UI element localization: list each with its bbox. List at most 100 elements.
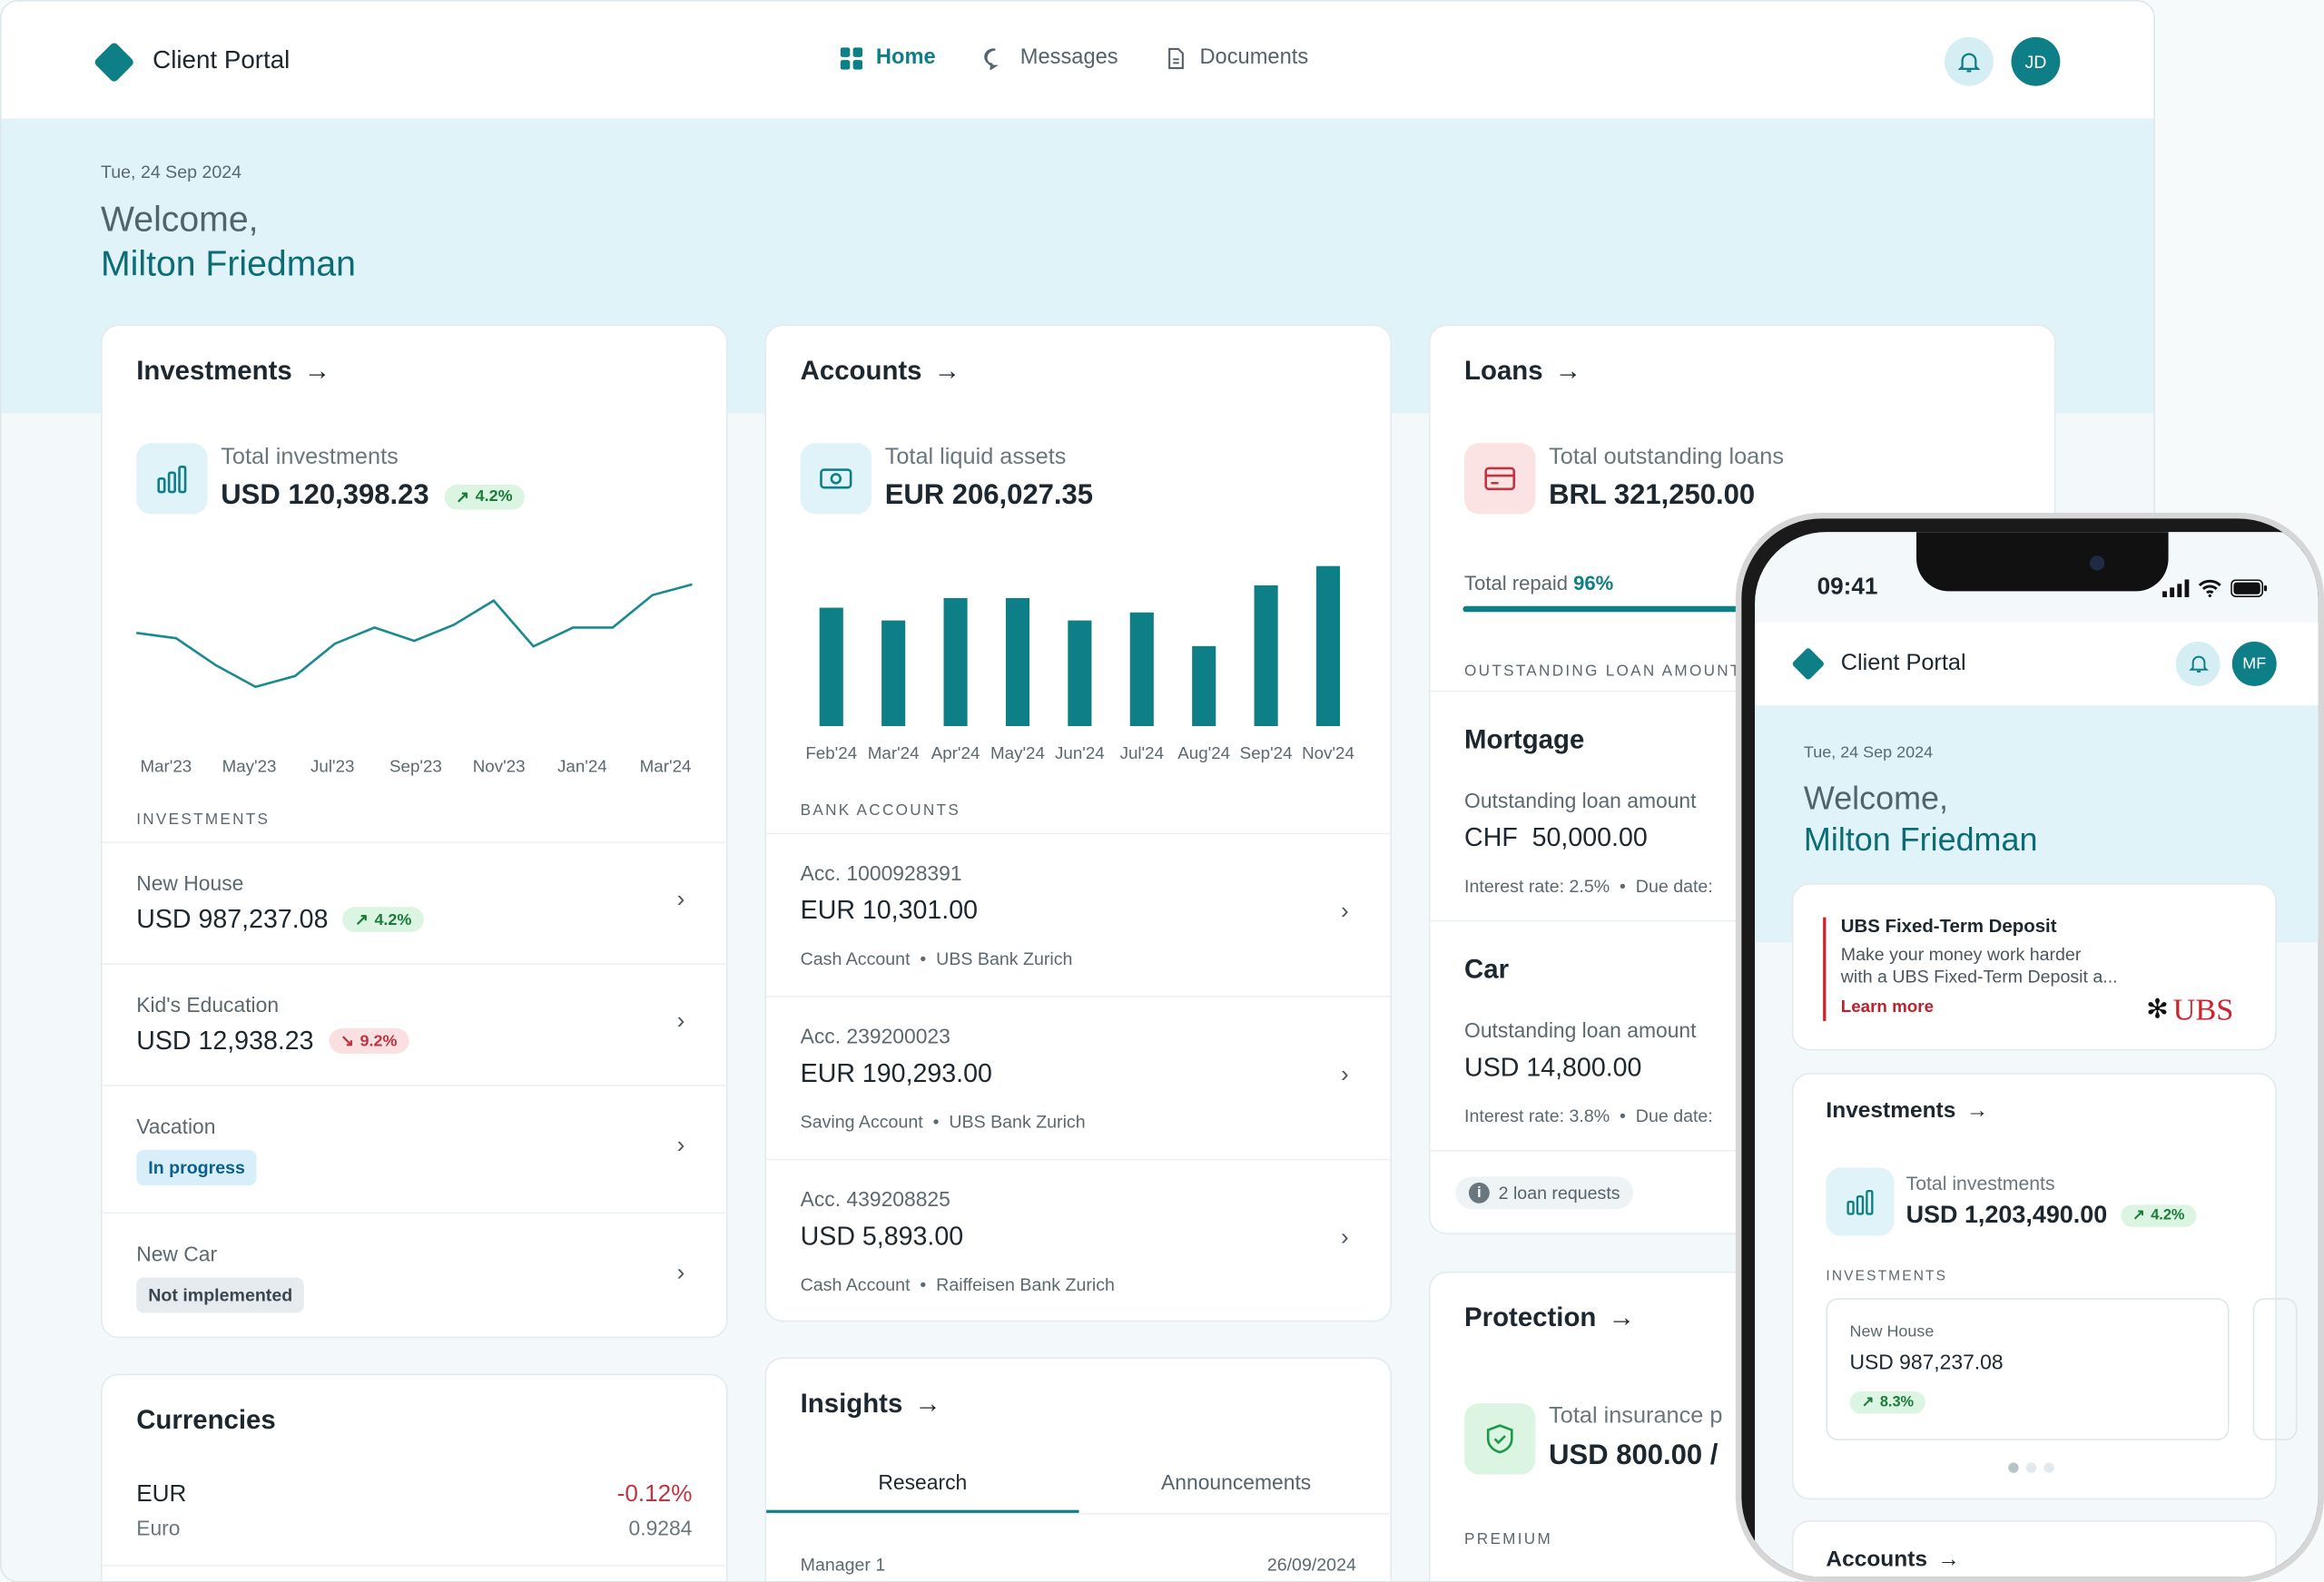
bar (819, 607, 843, 726)
loans-section-label: OUTSTANDING LOAN AMOUNT (1464, 662, 1742, 681)
list-item[interactable]: Acc. 239200023 EUR 190,293.00 Saving Acc… (766, 996, 1391, 1159)
loans-title: Loans (1464, 355, 1543, 386)
insights-title-link[interactable]: Insights → (801, 1389, 941, 1420)
accounts-title: Accounts (800, 355, 922, 386)
brand-title: Client Portal (153, 45, 290, 74)
dot-separator: • (922, 1111, 950, 1133)
carousel-dot-active[interactable] (2008, 1462, 2019, 1473)
accounts-kpi-value: EUR 206,027.35 (884, 479, 1094, 512)
x-tick-label: May'24 (990, 743, 1045, 762)
chevron-right-icon: › (676, 1261, 685, 1287)
loan-item[interactable]: Car Outstanding loan amount USD 14,800.0… (1430, 919, 2054, 1150)
loan-requests-chip[interactable]: i 2 loan requests (1455, 1176, 1634, 1210)
bell-icon (2188, 655, 2208, 673)
loans-kpi-label: Total outstanding loans (1549, 444, 1784, 470)
current-date: Tue, 24 Sep 2024 (101, 161, 242, 182)
x-tick-label: Aug'24 (1177, 743, 1230, 762)
top-navigation-bar: Client Portal Home Messages Documents JD (1, 1, 2154, 121)
promo-line-1: Make your money work harder (1840, 943, 2082, 965)
logo-icon[interactable] (93, 41, 135, 84)
promo-card[interactable]: UBS Fixed-Term Deposit Make your money w… (1791, 883, 2277, 1051)
loan-due: Due date: (1635, 875, 1713, 897)
tab-research[interactable]: Research (878, 1469, 968, 1494)
account-number: Acc. 439208825 (800, 1186, 950, 1211)
currency-row[interactable]: EUR Euro -0.12% 0.9284 (103, 1473, 726, 1565)
accounts-title-link[interactable]: Accounts → (801, 356, 960, 387)
phone-notch (1916, 532, 2169, 592)
phone-screen: 09:41 Client Portal MF Tue, 24 Sep 2024 … (1755, 532, 2319, 1577)
nav-messages[interactable]: Messages (984, 45, 1118, 70)
bar (1254, 585, 1278, 726)
avatar[interactable]: MF (2231, 641, 2277, 686)
mobile-kpi-value: USD 1,203,490.00 ↗ 4.2% (1906, 1202, 2197, 1230)
promo-learn-more[interactable]: Learn more (1840, 998, 1935, 1017)
carousel-dot[interactable] (2025, 1462, 2037, 1473)
arrow-right-icon: → (914, 1388, 941, 1419)
item-label: New House (136, 870, 244, 896)
list-item[interactable]: New Car Not implemented › (102, 1212, 726, 1337)
credit-card-icon (1484, 467, 1516, 491)
account-meta: Cash Account • Raiffeisen Bank Zurich (801, 1274, 1115, 1295)
trend-down-icon: ↘ (340, 1032, 355, 1051)
nav-documents[interactable]: Documents (1167, 46, 1308, 70)
item-value: USD 12,938.23 ↘ 9.2% (136, 1026, 409, 1056)
account-balance: USD 5,893.00 (800, 1221, 964, 1251)
notifications-button[interactable] (2175, 641, 2221, 686)
tab-underline (766, 1509, 1079, 1513)
account-bank: UBS Bank Zurich (949, 1111, 1086, 1133)
currency-change: -0.12% (616, 1481, 693, 1508)
promo-accent-bar (1823, 917, 1827, 1021)
list-item[interactable]: Vacation In progress › (102, 1085, 726, 1212)
bar (1192, 645, 1216, 726)
mobile-accounts-title: Accounts (1826, 1547, 1928, 1573)
list-item[interactable]: Acc. 439208825 USD 5,893.00 Cash Account… (766, 1158, 1391, 1321)
wifi-icon (2198, 579, 2221, 597)
logo-icon[interactable] (1791, 646, 1826, 681)
protection-kpi-label: Total insurance p (1549, 1403, 1723, 1429)
investments-kpi-label: Total investments (221, 444, 399, 470)
notifications-button[interactable] (1945, 36, 1994, 86)
avatar[interactable]: JD (2011, 36, 2061, 86)
item-value: USD 987,237.08 ↗ 4.2% (136, 904, 424, 935)
loan-requests-text: 2 loan requests (1498, 1182, 1620, 1204)
carousel-dot[interactable] (2043, 1462, 2054, 1473)
arrow-right-icon: → (303, 355, 331, 386)
x-tick-label: Jun'24 (1055, 743, 1105, 762)
investments-kpi-value: USD 120,398.23 ↗ 4.2% (221, 480, 525, 513)
status-time: 09:41 (1817, 575, 1878, 601)
x-tick-label: Mar'24 (868, 743, 920, 762)
next-tile-peek[interactable] (2252, 1298, 2298, 1440)
loans-title-link[interactable]: Loans → (1464, 356, 1581, 387)
shield-check-icon (1486, 1424, 1513, 1454)
list-item[interactable]: Acc. 1000928391 EUR 10,301.00 Cash Accou… (766, 832, 1391, 997)
promo-title: UBS Fixed-Term Deposit (1840, 915, 2057, 937)
bar (1005, 597, 1030, 726)
accounts-bar-chart: Feb'24 Mar'24 Apr'24 May'24 Jun'24 Jul'24 Aug'… (805, 565, 1354, 762)
trend-up-icon: ↗ (1861, 1394, 1875, 1411)
tab-announcements[interactable]: Announcements (1161, 1469, 1312, 1494)
document-icon (1168, 46, 1185, 69)
info-icon: i (1468, 1182, 1490, 1204)
account-meta: Cash Account • UBS Bank Zurich (801, 948, 1073, 969)
investments-title-link[interactable]: Investments → (136, 356, 330, 387)
chevron-right-icon: › (676, 1008, 685, 1035)
chat-icon (984, 47, 1000, 69)
list-item[interactable]: New House USD 987,237.08 ↗ 4.2% › (102, 841, 726, 963)
list-item[interactable]: Kid's Education USD 12,938.23 ↘ 9.2% › (102, 963, 726, 1085)
item-label: New Car (136, 1242, 218, 1266)
account-type: Cash Account (800, 948, 911, 969)
protection-title: Protection (1464, 1302, 1597, 1332)
protection-title-link[interactable]: Protection → (1464, 1302, 1635, 1333)
insight-date: 26/09/2024 (1266, 1554, 1356, 1576)
bar-chart-icon (157, 465, 187, 494)
nav-messages-label: Messages (1019, 45, 1118, 70)
accounts-section-label: BANK ACCOUNTS (800, 801, 961, 820)
accounts-kpi-label: Total liquid assets (884, 444, 1067, 470)
nav-home[interactable]: Home (840, 46, 936, 70)
trend-up-icon: ↗ (354, 911, 369, 929)
mobile-investments-title-link[interactable]: Investments → (1826, 1098, 1988, 1124)
mobile-investment-tile[interactable]: New House USD 987,237.08 ↗ 8.3% (1826, 1298, 2230, 1440)
loan-name: Car (1464, 954, 1510, 985)
mobile-accounts-title-link[interactable]: Accounts → (1826, 1547, 1959, 1572)
welcome-text: Welcome, (101, 200, 259, 241)
